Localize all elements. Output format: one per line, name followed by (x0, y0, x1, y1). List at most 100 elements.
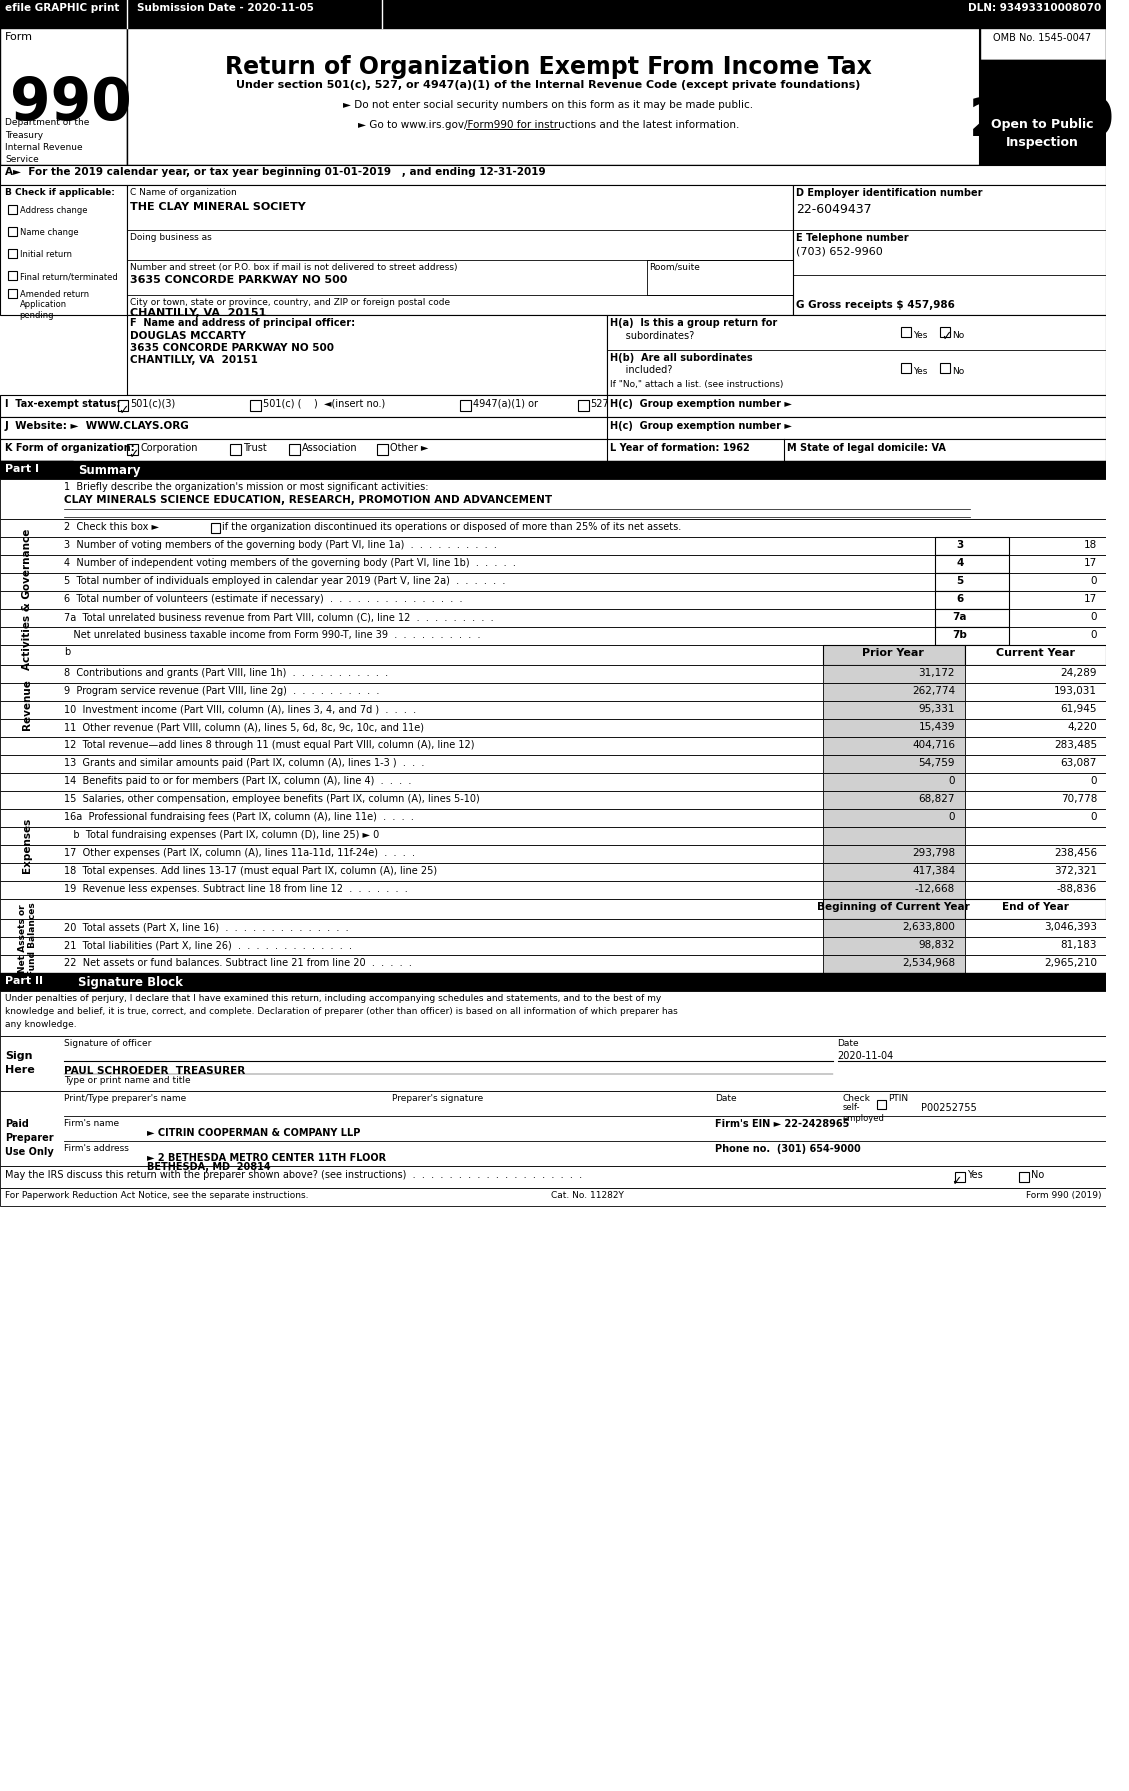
Text: Sign
Here: Sign Here (5, 1051, 35, 1075)
Bar (0, 899, 1106, 919)
Text: Trust: Trust (243, 442, 266, 453)
Bar (823, 899, 965, 919)
Text: Phone no.  (301) 654-9000: Phone no. (301) 654-9000 (715, 1144, 860, 1153)
Bar (823, 774, 965, 792)
Bar (0, 1166, 1106, 1187)
Bar (607, 315, 1106, 396)
Text: Open to Public
Inspection: Open to Public Inspection (991, 118, 1094, 149)
Bar (940, 328, 951, 337)
Text: F  Name and address of principal officer:: F Name and address of principal officer: (130, 319, 356, 328)
Bar (936, 609, 1009, 627)
Bar (823, 738, 965, 756)
Text: 14  Benefits paid to or for members (Part IX, column (A), line 4)  .  .  .  .: 14 Benefits paid to or for members (Part… (63, 776, 411, 786)
Text: Room/suite: Room/suite (649, 263, 700, 272)
Bar (128, 444, 138, 455)
Text: 3635 CONCORDE PARKWAY NO 500: 3635 CONCORDE PARKWAY NO 500 (130, 276, 348, 285)
Text: Current Year: Current Year (996, 648, 1075, 657)
Text: THE CLAY MINERAL SOCIETY: THE CLAY MINERAL SOCIETY (130, 202, 306, 211)
Text: City or town, state or province, country, and ZIP or foreign postal code: City or town, state or province, country… (130, 297, 450, 306)
Bar (823, 682, 965, 700)
Text: Date: Date (715, 1094, 737, 1103)
Text: 21  Total liabilities (Part X, line 26)  .  .  .  .  .  .  .  .  .  .  .  .  .: 21 Total liabilities (Part X, line 26) .… (63, 940, 351, 949)
Bar (901, 328, 911, 337)
Bar (0, 1091, 1106, 1166)
Text: 417,384: 417,384 (912, 867, 955, 876)
Text: Number and street (or P.O. box if mail is not delivered to street address): Number and street (or P.O. box if mail i… (130, 263, 457, 272)
Text: Amended return
Application
pending: Amended return Application pending (19, 290, 89, 321)
Text: 501(c)(3): 501(c)(3) (130, 399, 175, 408)
Text: Corporation: Corporation (140, 442, 198, 453)
Text: 2,965,210: 2,965,210 (1044, 958, 1097, 967)
Text: PTIN: PTIN (889, 1094, 909, 1103)
Text: 2,534,968: 2,534,968 (902, 958, 955, 967)
Text: 0: 0 (1091, 613, 1097, 621)
Text: 7a: 7a (953, 613, 968, 621)
Bar (0, 591, 1106, 609)
Bar (936, 591, 1009, 609)
Bar (0, 700, 1106, 718)
Text: Association: Association (301, 442, 358, 453)
Text: ► Do not enter social security numbers on this form as it may be made public.: ► Do not enter social security numbers o… (343, 100, 754, 109)
Text: b: b (63, 647, 70, 657)
Text: 5: 5 (956, 577, 964, 586)
Text: 2020-11-04: 2020-11-04 (838, 1051, 894, 1060)
Text: 8  Contributions and grants (Part VIII, line 1h)  .  .  .  .  .  .  .  .  .  .  : 8 Contributions and grants (Part VIII, l… (63, 668, 387, 679)
Text: Type or print name and title: Type or print name and title (63, 1076, 191, 1085)
Bar (289, 444, 299, 455)
Text: 7b: 7b (953, 630, 968, 639)
Text: J  Website: ►  WWW.CLAYS.ORG: J Website: ► WWW.CLAYS.ORG (5, 421, 190, 432)
Text: 6: 6 (956, 595, 964, 604)
Text: For Paperwork Reduction Act Notice, see the separate instructions.: For Paperwork Reduction Act Notice, see … (5, 1191, 308, 1200)
Bar (0, 973, 1106, 990)
Text: Preparer's signature: Preparer's signature (392, 1094, 483, 1103)
Text: Doing business as: Doing business as (130, 233, 212, 242)
Text: 20  Total assets (Part X, line 16)  .  .  .  .  .  .  .  .  .  .  .  .  .  .: 20 Total assets (Part X, line 16) . . . … (63, 922, 349, 931)
Text: 95,331: 95,331 (919, 704, 955, 715)
Text: Return of Organization Exempt From Income Tax: Return of Organization Exempt From Incom… (225, 56, 872, 79)
Text: No: No (952, 331, 964, 340)
Text: 12  Total revenue—add lines 8 through 11 (must equal Part VIII, column (A), line: 12 Total revenue—add lines 8 through 11 … (63, 740, 474, 750)
Bar (0, 645, 1106, 664)
Text: 293,798: 293,798 (912, 847, 955, 858)
Text: Cat. No. 11282Y: Cat. No. 11282Y (551, 1191, 624, 1200)
Text: CHANTILLY, VA  20151: CHANTILLY, VA 20151 (130, 355, 259, 365)
Bar (128, 315, 607, 396)
Bar (823, 700, 965, 718)
Bar (936, 627, 1009, 645)
Text: Prior Year: Prior Year (863, 648, 925, 657)
Text: 4: 4 (956, 559, 964, 568)
Text: Summary: Summary (78, 464, 141, 476)
Bar (0, 756, 1106, 774)
Bar (230, 444, 240, 455)
Text: 31,172: 31,172 (919, 668, 955, 679)
Text: Part II: Part II (5, 976, 43, 987)
Text: 63,087: 63,087 (1061, 758, 1097, 768)
Text: Firm's EIN ► 22-2428965: Firm's EIN ► 22-2428965 (715, 1119, 849, 1128)
Bar (0, 682, 1106, 700)
Text: BETHESDA, MD  20814: BETHESDA, MD 20814 (147, 1162, 271, 1171)
Text: 6  Total number of volunteers (estimate if necessary)  .  .  .  .  .  .  .  .  .: 6 Total number of volunteers (estimate i… (63, 595, 462, 604)
Text: ► Go to www.irs.gov/Form990 for instructions and the latest information.: ► Go to www.irs.gov/Form990 for instruct… (358, 120, 739, 131)
Text: Revenue: Revenue (23, 679, 33, 731)
Text: ✓: ✓ (942, 330, 952, 344)
Bar (794, 184, 1106, 315)
Text: Beginning of Current Year: Beginning of Current Year (817, 903, 970, 912)
Text: G Gross receipts $ 457,986: G Gross receipts $ 457,986 (796, 301, 955, 310)
Text: 3,046,393: 3,046,393 (1044, 922, 1097, 931)
Bar (8, 204, 17, 213)
Text: A►  For the 2019 calendar year, or tax year beginning 01-01-2019   , and ending : A► For the 2019 calendar year, or tax ye… (5, 167, 545, 177)
Text: Yes: Yes (966, 1170, 982, 1180)
Text: Yes: Yes (913, 367, 927, 376)
Text: self-
employed: self- employed (842, 1103, 884, 1123)
Text: 990: 990 (10, 75, 132, 133)
Text: CLAY MINERALS SCIENCE EDUCATION, RESEARCH, PROMOTION AND ADVANCEMENT: CLAY MINERALS SCIENCE EDUCATION, RESEARC… (63, 494, 552, 505)
Text: 4  Number of independent voting members of the governing body (Part VI, line 1b): 4 Number of independent voting members o… (63, 559, 516, 568)
Bar (578, 399, 588, 410)
Bar (461, 399, 471, 410)
Text: 98,832: 98,832 (919, 940, 955, 949)
Bar (955, 1171, 965, 1182)
Bar (0, 1035, 1106, 1091)
Text: M State of legal domicile: VA: M State of legal domicile: VA (787, 442, 945, 453)
Text: If "No," attach a list. (see instructions): If "No," attach a list. (see instruction… (611, 380, 784, 389)
Bar (0, 990, 1106, 1035)
